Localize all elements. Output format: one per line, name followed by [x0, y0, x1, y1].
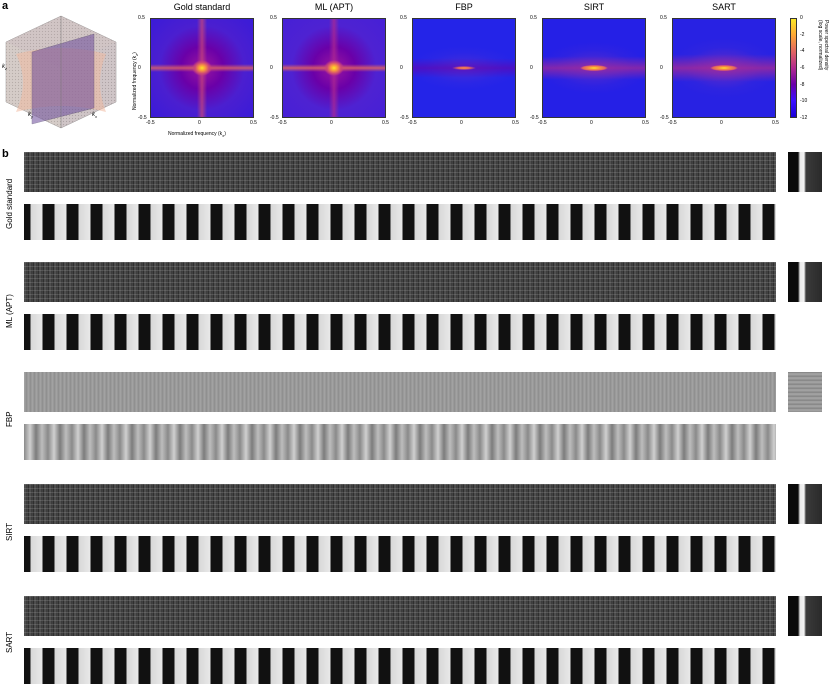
colorbar-tick: -10	[800, 98, 808, 105]
x-tick-label: 0.5	[382, 120, 389, 126]
colorbar-tick: 0	[800, 15, 803, 21]
y-tick-label: -0.5	[530, 115, 539, 121]
panel-b-letter: b	[2, 148, 9, 160]
reconstruction-strip-bottom	[24, 424, 776, 460]
y-tick-label: 0	[660, 65, 663, 71]
reconstruction-strip-top	[24, 262, 776, 302]
y-tick-label: 0.5	[400, 15, 407, 21]
side-view-crop	[788, 484, 822, 524]
spectrum-title-gold-standard: Gold standard	[173, 2, 231, 12]
colorbar-tick: -4	[800, 48, 805, 55]
row-label: SART	[5, 631, 14, 653]
panel-a-letter: a	[2, 0, 9, 12]
row-label: ML (APT)	[5, 293, 14, 328]
colorbar-tick: -6	[800, 65, 805, 71]
reconstruction-strip-top	[24, 484, 776, 524]
side-view-crop	[788, 152, 822, 192]
side-view-crop	[788, 262, 822, 302]
row-label: Gold standard	[5, 178, 14, 229]
reconstruction-strip-top	[24, 596, 776, 636]
y-tick-label: -0.5	[138, 115, 147, 121]
spectrum-ml-apt	[282, 18, 386, 118]
colorbar-tick: -8	[800, 81, 805, 88]
colorbar-tick: -12	[800, 115, 808, 121]
spectrum-title-sirt: SIRT	[583, 2, 605, 12]
colorbar	[790, 18, 797, 118]
row-label: SIRT	[5, 522, 14, 541]
reconstruction-strip-bottom	[24, 648, 776, 684]
reconstruction-strip-bottom	[24, 536, 776, 572]
row-label: FBP	[5, 411, 14, 427]
x-tick-label: 0.5	[772, 120, 779, 126]
y-tick-label: 0.5	[270, 15, 277, 21]
reconstruction-strip-top	[24, 152, 776, 192]
spectrum-fbp	[412, 18, 516, 118]
reconstruction-strip-top	[24, 372, 776, 412]
x-tick-label: 0	[460, 120, 463, 126]
ky-axis-label: ky	[28, 112, 33, 120]
x-tick-label: -0.5	[146, 120, 155, 126]
spectrum-title-fbp: FBP	[455, 2, 473, 12]
spectrum-sirt	[542, 18, 646, 118]
side-view-crop	[788, 596, 822, 636]
reconstruction-strip-bottom	[24, 314, 776, 350]
y-tick-label: 0.5	[138, 15, 145, 21]
x-tick-label: 0	[330, 120, 333, 126]
x-tick-label: 0.5	[642, 120, 649, 126]
y-tick-label: 0	[270, 65, 273, 71]
spectrum-gold-standard	[150, 18, 254, 118]
y-tick-label: -0.5	[270, 115, 279, 121]
y-tick-label: 0	[530, 65, 533, 71]
spectrum-sart	[672, 18, 776, 118]
x-tick-label: 0.5	[512, 120, 519, 126]
y-tick-label: 0.5	[530, 15, 537, 21]
spectrum-title-ml-apt: ML (APT)	[314, 2, 354, 12]
x-tick-label: -0.5	[278, 120, 287, 126]
x-tick-label: 0.5	[250, 120, 257, 126]
spectrum-xlabel: Normalized frequency (kx)	[168, 131, 226, 138]
y-tick-label: -0.5	[660, 115, 669, 121]
x-tick-label: 0	[590, 120, 593, 126]
reconstruction-strip-bottom	[24, 204, 776, 240]
side-view-crop	[788, 372, 822, 412]
spectrum-ylabel: Normalized frequency (kz)	[132, 52, 139, 110]
y-tick-label: 0	[138, 65, 141, 71]
kx-axis-label: kx	[92, 112, 97, 120]
x-tick-label: 0	[720, 120, 723, 126]
y-tick-label: 0.5	[660, 15, 667, 21]
x-tick-label: -0.5	[668, 120, 677, 126]
x-tick-label: 0	[198, 120, 201, 126]
y-tick-label: -0.5	[400, 115, 409, 121]
x-tick-label: -0.5	[538, 120, 547, 126]
colorbar-label: Power spectral density (log scale, norma…	[817, 20, 829, 71]
colorbar-tick: -2	[800, 31, 805, 38]
spectrum-title-sart: SART	[712, 2, 736, 12]
x-tick-label: -0.5	[408, 120, 417, 126]
y-tick-label: 0	[400, 65, 403, 71]
frequency-cube-illustration	[5, 15, 117, 129]
kz-axis-label: kz	[2, 64, 7, 72]
